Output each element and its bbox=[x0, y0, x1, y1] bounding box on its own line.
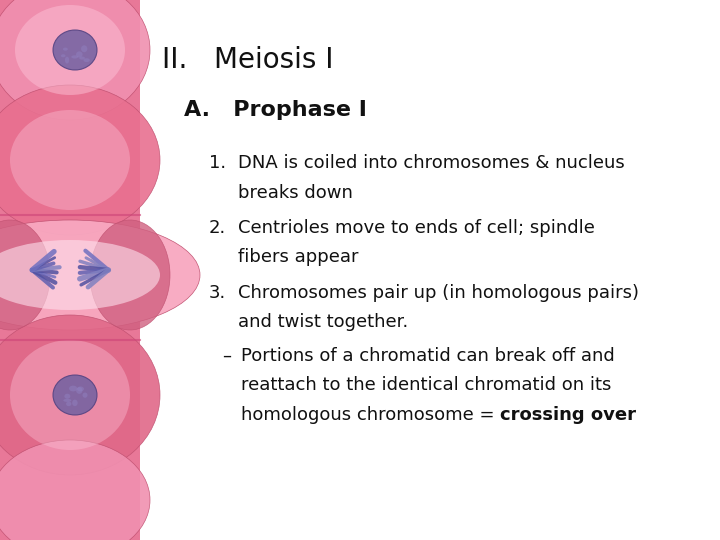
Ellipse shape bbox=[0, 0, 150, 120]
Ellipse shape bbox=[63, 392, 70, 396]
Ellipse shape bbox=[0, 220, 200, 330]
Text: DNA is coiled into chromosomes & nucleus: DNA is coiled into chromosomes & nucleus bbox=[238, 154, 624, 172]
Text: Portions of a chromatid can break off and: Portions of a chromatid can break off an… bbox=[241, 347, 615, 364]
Text: A.   Prophase I: A. Prophase I bbox=[184, 100, 366, 120]
Ellipse shape bbox=[0, 240, 160, 310]
Ellipse shape bbox=[90, 220, 170, 330]
Text: Centrioles move to ends of cell; spindle: Centrioles move to ends of cell; spindle bbox=[238, 219, 595, 237]
Text: 1.: 1. bbox=[209, 154, 226, 172]
Ellipse shape bbox=[72, 51, 81, 56]
Ellipse shape bbox=[15, 5, 125, 95]
Text: homologous chromosome =: homologous chromosome = bbox=[241, 406, 500, 424]
Ellipse shape bbox=[0, 440, 150, 540]
Text: breaks down: breaks down bbox=[238, 184, 353, 201]
Ellipse shape bbox=[82, 401, 88, 407]
Text: and twist together.: and twist together. bbox=[238, 313, 408, 331]
Text: crossing over: crossing over bbox=[500, 406, 636, 424]
Ellipse shape bbox=[0, 315, 160, 475]
Ellipse shape bbox=[66, 51, 74, 56]
Ellipse shape bbox=[81, 60, 88, 64]
Ellipse shape bbox=[82, 396, 86, 402]
Ellipse shape bbox=[64, 58, 68, 64]
Text: 3.: 3. bbox=[209, 284, 226, 301]
Ellipse shape bbox=[61, 386, 67, 389]
Ellipse shape bbox=[81, 57, 88, 62]
Ellipse shape bbox=[53, 30, 97, 70]
Ellipse shape bbox=[82, 388, 90, 392]
Text: fibers appear: fibers appear bbox=[238, 248, 358, 266]
Text: –: – bbox=[222, 347, 230, 364]
Bar bbox=[0, 0, 140, 540]
Ellipse shape bbox=[53, 375, 97, 415]
Ellipse shape bbox=[0, 85, 160, 235]
Ellipse shape bbox=[80, 401, 85, 407]
Ellipse shape bbox=[0, 220, 50, 330]
Text: II.   Meiosis I: II. Meiosis I bbox=[162, 46, 333, 74]
Text: 2.: 2. bbox=[209, 219, 226, 237]
Text: reattach to the identical chromatid on its: reattach to the identical chromatid on i… bbox=[241, 376, 611, 394]
Ellipse shape bbox=[70, 52, 76, 57]
Ellipse shape bbox=[10, 340, 130, 450]
Ellipse shape bbox=[70, 55, 74, 60]
Ellipse shape bbox=[84, 384, 89, 388]
Ellipse shape bbox=[71, 401, 78, 404]
Text: Chromosomes pair up (in homologous pairs): Chromosomes pair up (in homologous pairs… bbox=[238, 284, 639, 301]
Ellipse shape bbox=[77, 50, 84, 56]
Ellipse shape bbox=[10, 110, 130, 210]
